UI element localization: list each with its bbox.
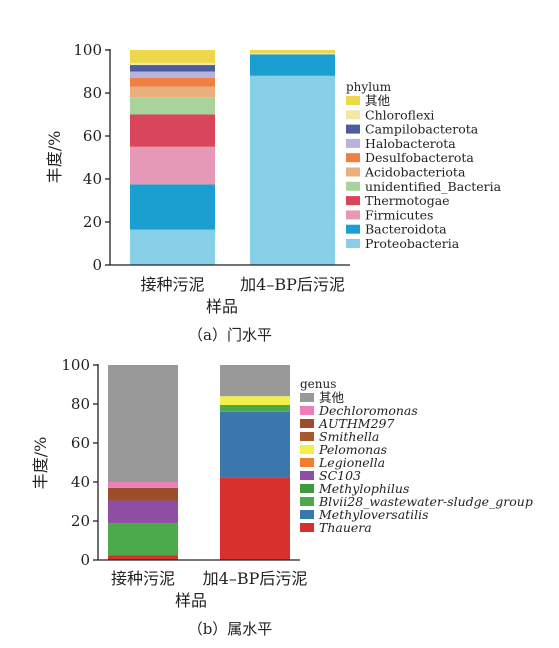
bar-segment-a-0-7 — [130, 71, 215, 78]
legend-swatch-a-10 — [346, 96, 360, 105]
y-tick-label-a-4: 80 — [83, 84, 102, 102]
bar-segment-a-0-5 — [130, 86, 215, 98]
legend-swatch-b-4 — [300, 471, 314, 480]
bar-segment-b-0-4 — [108, 500, 178, 523]
bar-segment-b-0-8 — [108, 487, 178, 501]
caption-b: （b）属水平 — [188, 620, 273, 638]
bar-segment-a-0-9 — [130, 62, 215, 66]
x-axis-label-b: 样品 — [175, 591, 207, 610]
legend-label-a-10: 其他 — [365, 93, 391, 108]
legend-swatch-b-10 — [300, 393, 314, 402]
y-tick-label-a-5: 100 — [73, 41, 102, 59]
bar-segment-a-1-1 — [250, 54, 335, 76]
legend-swatch-b-2 — [300, 497, 314, 506]
category-label-b-0: 接种污泥 — [111, 569, 175, 588]
legend-label-b-1: Methyloversatilis — [318, 507, 429, 522]
legend-swatch-a-2 — [346, 210, 360, 220]
chart-panel-b: 接种污泥 加4–BP后污泥 0 20 40 60 80 100 样品 丰度/% genus Thaue… — [31, 356, 533, 638]
bar-segment-b-0-9 — [108, 482, 178, 488]
bar-segment-a-1-9 — [250, 53, 335, 55]
legend-title-b: genus — [300, 377, 336, 391]
legend-label-a-3: Thermotogae — [365, 193, 450, 208]
legend-swatch-a-9 — [346, 110, 360, 120]
y-axis-label-b: 丰度/% — [31, 437, 50, 490]
legend-label-b-4: SC103 — [319, 468, 361, 483]
bar-segment-a-0-10 — [130, 50, 215, 63]
legend-swatch-b-9 — [300, 406, 314, 415]
legend-label-a-0: Proteobacteria — [365, 236, 460, 251]
legend-swatch-a-4 — [346, 181, 360, 191]
legend-label-a-1: Bacteroidota — [365, 222, 447, 237]
y-tick-label-a-0: 0 — [92, 256, 102, 274]
legend-label-a-7: Halobacterota — [365, 136, 456, 151]
legend-swatch-b-5 — [300, 458, 314, 467]
bar-segment-a-1-0 — [250, 75, 335, 265]
bar-segment-b-1-1 — [220, 411, 290, 478]
legend-label-b-8: AUTHM297 — [318, 416, 395, 431]
legend-swatch-a-1 — [346, 224, 360, 234]
chart-panel-a: 接种污泥 加4–BP后污泥 0 20 40 60 80 100 样品 丰度/% phylum Prot… — [45, 41, 502, 344]
legend-label-a-5: Acidobacteriota — [364, 165, 466, 180]
legend-swatch-a-7 — [346, 138, 360, 148]
x-axis-label-a: 样品 — [206, 297, 238, 316]
legend-label-b-6: Pelomonas — [318, 442, 387, 457]
legend-swatch-a-8 — [346, 124, 360, 134]
bar-segment-a-1-10 — [250, 50, 335, 54]
y-tick-label-b-1: 20 — [71, 512, 90, 530]
legend-label-a-6: Desulfobacterota — [365, 150, 474, 165]
bar-segment-b-1-6 — [220, 396, 290, 405]
legend-label-b-2: Blvii28_wastewater-sludge_group — [318, 494, 533, 509]
caption-a: （a）门水平 — [188, 326, 272, 344]
bar-segment-a-0-8 — [130, 65, 215, 72]
y-tick-label-a-2: 40 — [83, 170, 102, 188]
y-tick-label-a-1: 20 — [83, 213, 102, 231]
bar-segment-a-0-4 — [130, 97, 215, 115]
y-tick-label-a-3: 60 — [83, 127, 102, 145]
legend-label-a-4: unidentified_Bacteria — [365, 179, 502, 194]
y-tick-label-b-0: 0 — [80, 551, 90, 569]
legend-label-b-0: Thauera — [319, 520, 372, 535]
bar-segment-b-0-2 — [108, 522, 178, 556]
legend-label-a-2: Firmicutes — [365, 207, 433, 222]
legend-label-b-10: 其他 — [319, 390, 345, 405]
bar-segment-b-0-0 — [108, 555, 178, 560]
legend-label-b-5: Legionella — [318, 455, 385, 470]
legend-swatch-b-7 — [300, 432, 314, 441]
bar-segment-b-1-10 — [220, 365, 290, 397]
y-axis-label-a: 丰度/% — [45, 131, 64, 184]
legend-swatch-a-3 — [346, 196, 360, 206]
legend-swatch-b-8 — [300, 419, 314, 428]
legend-swatch-b-3 — [300, 484, 314, 493]
legend-swatch-b-1 — [300, 510, 314, 519]
legend-label-b-7: Smithella — [319, 429, 379, 444]
category-label-a-1: 加4–BP后污泥 — [240, 275, 345, 294]
y-tick-label-b-3: 60 — [71, 434, 90, 452]
bar-segment-b-1-0 — [220, 477, 290, 560]
bar-segment-a-0-6 — [130, 77, 215, 87]
bar-segment-b-0-10 — [108, 365, 178, 482]
legend-swatch-a-0 — [346, 239, 360, 248]
legend-swatch-a-6 — [346, 153, 360, 163]
category-label-b-1: 加4–BP后污泥 — [203, 569, 308, 588]
category-label-a-0: 接种污泥 — [140, 275, 204, 294]
legend-title-a: phylum — [346, 80, 392, 94]
bar-segment-a-0-2 — [130, 146, 215, 185]
legend-swatch-b-0 — [300, 523, 314, 532]
legend-b: genus ThaueraMethyloversatilisBlvii28_was… — [300, 377, 533, 535]
legend-label-b-3: Methylophilus — [318, 481, 409, 496]
legend-a: phylum ProteobacteriaBacteroidotaFirmicut… — [346, 80, 502, 251]
legend-label-b-9: Dechloromonas — [318, 403, 418, 418]
bar-segment-a-0-3 — [130, 114, 215, 147]
legend-label-a-9: Chloroflexi — [365, 107, 434, 122]
bar-segment-b-1-2 — [220, 404, 290, 412]
legend-swatch-b-6 — [300, 445, 314, 454]
legend-swatch-a-5 — [346, 167, 360, 177]
y-tick-label-b-5: 100 — [61, 356, 90, 374]
y-tick-label-b-2: 40 — [71, 473, 90, 491]
y-tick-label-b-4: 80 — [71, 395, 90, 413]
bar-segment-a-0-0 — [130, 229, 215, 265]
legend-label-a-8: Campilobacterota — [365, 122, 479, 137]
bar-segment-a-0-1 — [130, 184, 215, 230]
